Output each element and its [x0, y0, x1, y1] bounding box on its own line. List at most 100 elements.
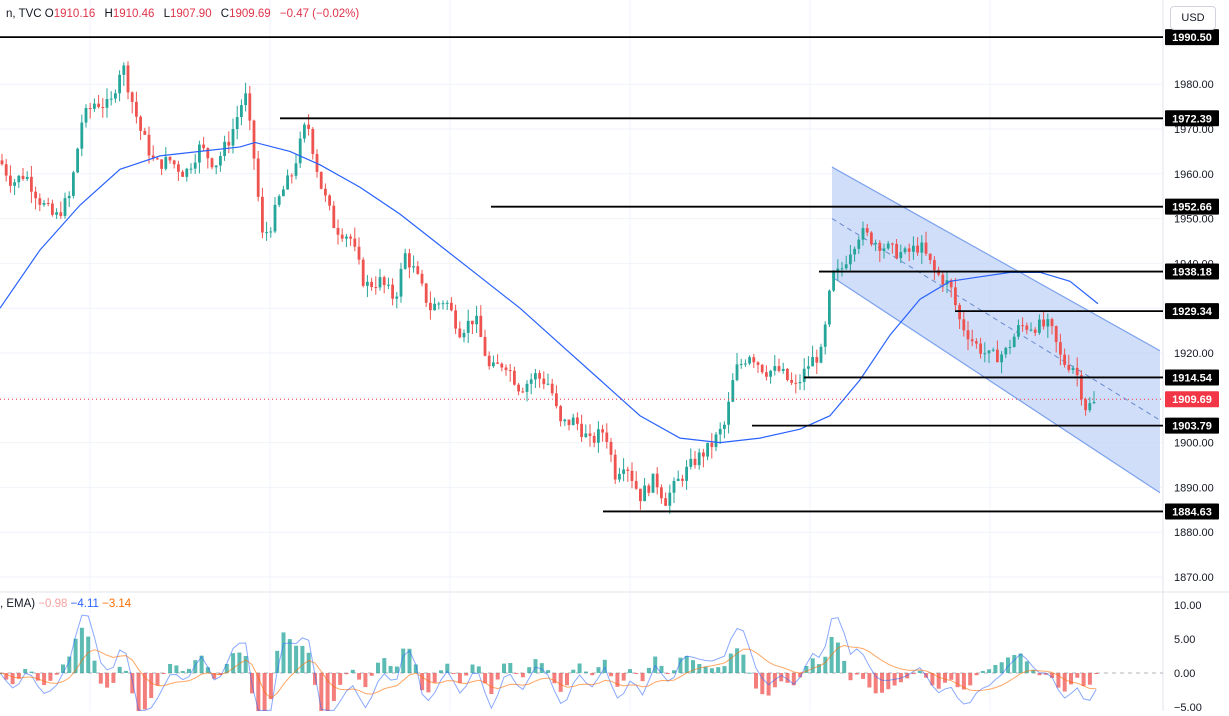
macd-histogram-bar: [136, 673, 141, 716]
macd-histogram-bar: [168, 663, 173, 673]
macd-histogram-bar: [10, 673, 15, 685]
macd-histogram-bar: [495, 673, 500, 680]
macd-histogram-bar: [571, 669, 576, 673]
candle-body: [647, 485, 651, 493]
candle-body: [895, 243, 898, 259]
candle-body: [445, 302, 449, 304]
macd-histogram-bar: [1018, 653, 1023, 673]
macd-histogram-bar: [1075, 673, 1080, 678]
candle-body: [828, 290, 831, 325]
macd-histogram-bar: [653, 656, 658, 673]
macd-histogram-bar: [231, 653, 236, 673]
candle-body: [555, 393, 558, 407]
candle-body: [1088, 403, 1092, 411]
candle-body: [1059, 342, 1062, 355]
candle-body: [252, 120, 256, 159]
candle-body: [433, 303, 436, 311]
macd-histogram-bar: [413, 664, 418, 673]
macd-histogram-bar: [262, 673, 267, 716]
level-label: 1952.66: [1172, 202, 1212, 214]
macd-histogram-bar: [741, 654, 746, 673]
candle-body: [727, 401, 730, 425]
price-tick-label: 1890.00: [1174, 482, 1214, 494]
candle-body: [105, 98, 109, 108]
macd-histogram-bar: [987, 669, 992, 673]
candle-body: [185, 168, 189, 177]
candle-body: [479, 315, 483, 337]
open-label: O: [44, 8, 54, 20]
price-tick-label: 1880.00: [1174, 527, 1214, 539]
candle-body: [945, 280, 949, 285]
price-axis[interactable]: 1870.001880.001890.001900.001910.001920.…: [1165, 29, 1219, 714]
candle-body: [454, 310, 457, 329]
macd-histogram-bar: [1094, 673, 1099, 674]
macd-histogram-bar: [552, 673, 557, 684]
candle-body: [979, 343, 982, 354]
macd-histogram-bar: [678, 657, 683, 673]
macd-histogram-bar: [319, 673, 324, 712]
candle-body: [618, 473, 621, 480]
candle-body: [1038, 319, 1041, 333]
macd-histogram-bar: [212, 673, 217, 679]
horizontal-levels[interactable]: [0, 36, 1163, 513]
macd-histogram-bar: [457, 673, 462, 684]
candle-body: [563, 419, 567, 422]
macd-indicator-name: , EMA): [0, 598, 36, 610]
candle-body: [853, 248, 856, 255]
candle-body: [702, 452, 705, 457]
macd-line-value: −4.11: [70, 598, 99, 610]
candle-body: [1012, 336, 1016, 348]
candle-body: [689, 458, 693, 467]
macd-histogram-bar: [1062, 673, 1067, 692]
macd-histogram-bar: [980, 670, 985, 673]
macd-histogram-bar: [117, 666, 122, 673]
candle-body: [172, 160, 176, 165]
macd-histogram-bar: [464, 673, 469, 676]
candle-body: [899, 252, 903, 259]
candle-body: [177, 164, 180, 172]
macd-histogram-bar: [886, 673, 891, 690]
candle-body: [916, 245, 919, 253]
candle-body: [861, 228, 865, 240]
candle-body: [290, 175, 294, 177]
candle-body: [13, 182, 16, 186]
macd-panel: [0, 614, 1163, 716]
macd-histogram-bar: [92, 660, 97, 673]
macd-histogram-bar: [382, 658, 387, 673]
candle-body: [739, 363, 743, 365]
candle-body: [723, 424, 726, 429]
candle-body: [202, 144, 205, 149]
macd-histogram-bar: [445, 663, 450, 673]
macd-histogram-bar: [1081, 673, 1086, 686]
candle-body: [181, 171, 184, 177]
macd-histogram-bar: [1087, 673, 1092, 685]
price-tick-label: 1980.00: [1174, 79, 1214, 91]
high-value: 1910.46: [112, 8, 155, 20]
macd-histogram-bar: [470, 664, 475, 673]
candle-body: [357, 246, 361, 260]
candle-body: [500, 363, 504, 368]
candle-body: [361, 259, 365, 286]
macd-histogram-bar: [237, 652, 242, 673]
currency-button[interactable]: USD: [1170, 6, 1216, 30]
candle-body: [340, 234, 344, 239]
level-label: 1929.34: [1172, 306, 1213, 318]
macd-histogram-bar: [842, 660, 847, 673]
candle-body: [1063, 354, 1066, 366]
close-value: 1909.69: [229, 8, 271, 20]
candle-body: [588, 433, 592, 436]
macd-histogram-bar: [363, 673, 368, 688]
candle-body: [164, 156, 168, 169]
macd-histogram-bar: [124, 670, 128, 673]
macd-histogram-bar: [306, 652, 311, 673]
moving-average-line: [0, 141, 1099, 444]
macd-histogram-bar: [539, 663, 544, 673]
candle-body: [840, 268, 844, 270]
channel-upper-line: [831, 166, 1161, 352]
candle-body: [395, 296, 399, 299]
macd-signal-line: [0, 644, 1097, 699]
macd-histogram-bar: [54, 673, 59, 675]
macd-histogram-bar: [1031, 669, 1036, 673]
